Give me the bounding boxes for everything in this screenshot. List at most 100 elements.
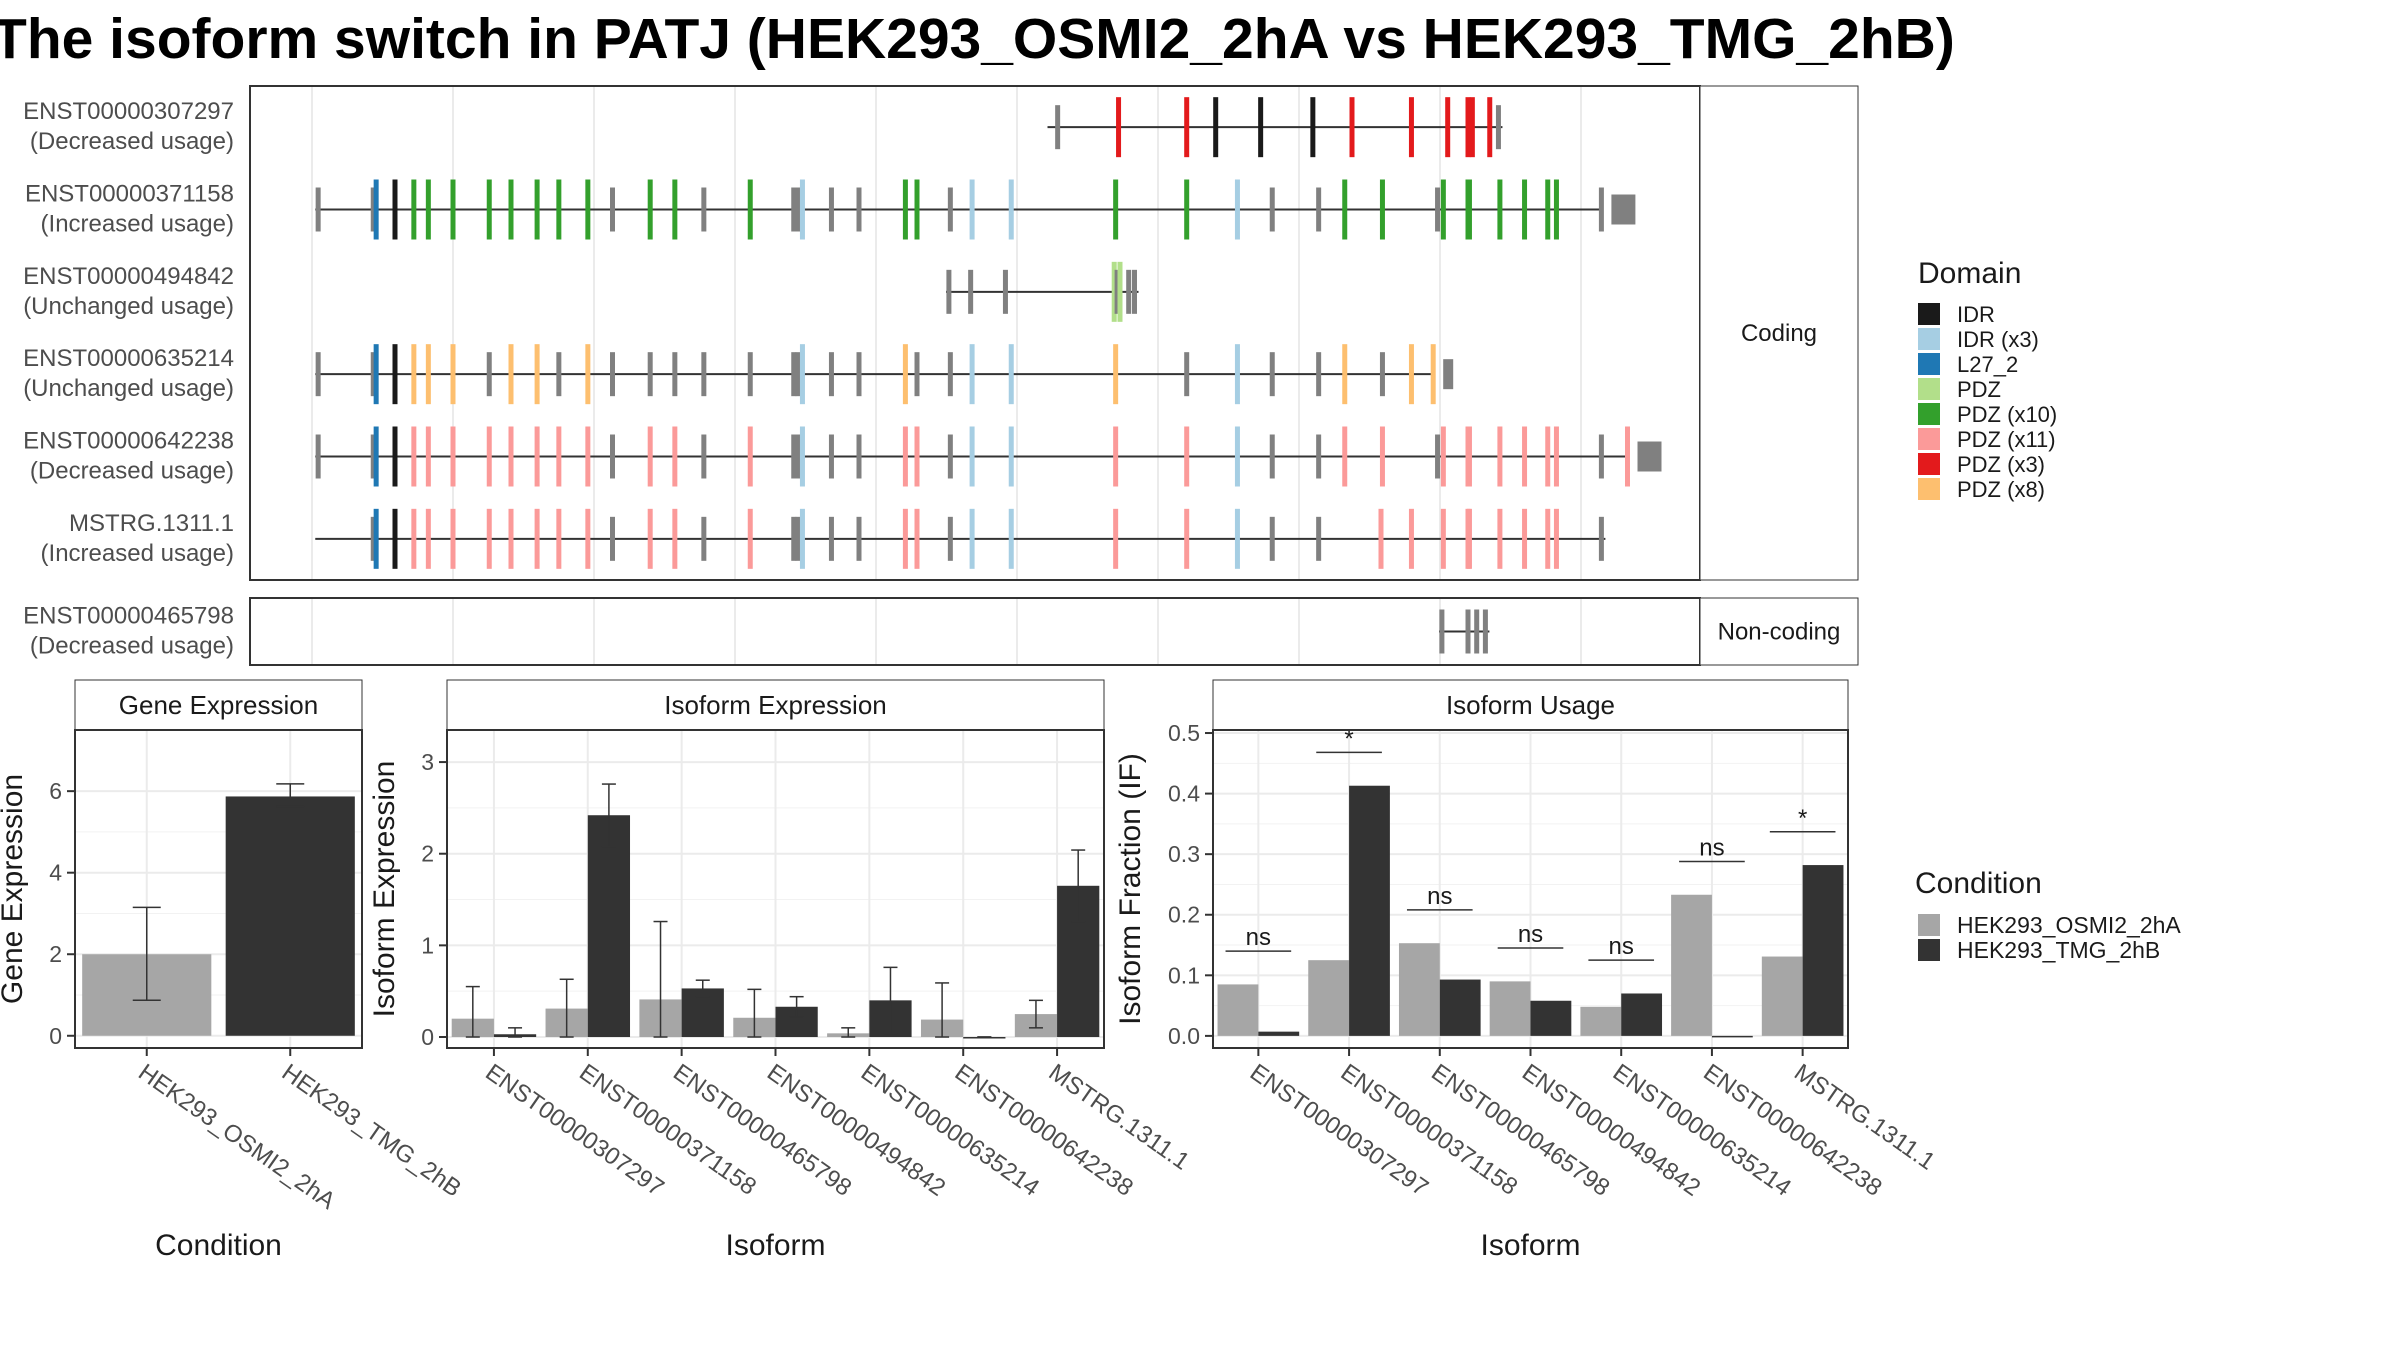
exon — [425, 179, 431, 240]
exon — [902, 344, 908, 405]
exon — [1435, 434, 1441, 479]
exon — [799, 179, 805, 240]
exon — [1113, 426, 1119, 487]
exon — [1545, 508, 1551, 569]
domain-legend-item: PDZ — [1957, 377, 2001, 402]
x-axis-title: Condition — [155, 1229, 282, 1262]
exon — [610, 352, 615, 397]
panel-strip — [74, 679, 363, 731]
y-tick-label: 0.4 — [1168, 781, 1200, 807]
exon — [1379, 426, 1385, 487]
transcript-usage-label: (Decreased usage) — [30, 128, 234, 155]
condition-legend-key-0 — [1918, 914, 1940, 936]
x-axis-title: Isoform — [1480, 1229, 1580, 1262]
exon — [828, 187, 834, 232]
exon — [1184, 426, 1190, 487]
exon — [1379, 179, 1385, 240]
exon — [508, 508, 514, 569]
exon — [795, 516, 801, 561]
exon — [1316, 516, 1322, 561]
exon — [534, 344, 540, 405]
exon — [486, 508, 492, 569]
exon — [370, 434, 376, 479]
bar — [1711, 1035, 1753, 1038]
utr-box — [1637, 441, 1662, 472]
exon — [392, 179, 398, 240]
exon — [1234, 426, 1240, 487]
exon — [1132, 269, 1137, 314]
legend-key-6 — [1918, 453, 1940, 475]
noncoding-strip — [1699, 597, 1859, 666]
exon — [1553, 426, 1559, 487]
exon — [799, 344, 805, 405]
exon — [1310, 97, 1316, 158]
coding-strip-label: Coding — [1741, 320, 1817, 347]
transcript-id-label: ENST00000465798 — [23, 603, 234, 630]
bar — [1621, 993, 1663, 1036]
y-tick-label: 0.5 — [1168, 720, 1200, 746]
legend-key-2 — [1918, 353, 1940, 375]
exon — [969, 344, 975, 405]
exon — [1114, 269, 1120, 314]
exon — [1408, 508, 1414, 569]
y-tick-label: 0.1 — [1168, 962, 1200, 988]
exon — [1408, 97, 1414, 158]
exon — [1316, 434, 1322, 479]
significance-label: ns — [1609, 933, 1634, 960]
exon — [672, 426, 678, 487]
exon — [1408, 344, 1414, 405]
legend-key-1 — [1918, 328, 1940, 350]
exon — [1126, 269, 1132, 314]
significance-label: ns — [1246, 924, 1271, 951]
exon — [1269, 187, 1275, 232]
exon — [1342, 426, 1348, 487]
bar — [1802, 865, 1844, 1036]
condition-legend-item: HEK293_OSMI2_2hA — [1957, 912, 2181, 938]
exon — [450, 508, 456, 569]
transcript-id-label: ENST00000642238 — [23, 428, 234, 455]
y-tick-label: 4 — [49, 860, 62, 886]
exon — [450, 426, 456, 487]
exon — [1598, 516, 1604, 561]
significance-label: ns — [1518, 921, 1543, 948]
exon — [1008, 508, 1014, 569]
exon — [1316, 187, 1322, 232]
exon — [1213, 97, 1219, 158]
exon — [1002, 269, 1008, 314]
exon — [411, 426, 417, 487]
exon — [1008, 179, 1014, 240]
exon — [610, 434, 615, 479]
exon — [1497, 426, 1503, 487]
exon — [1469, 97, 1475, 158]
bar — [225, 796, 355, 1036]
exon — [672, 352, 678, 397]
exon — [1598, 187, 1604, 232]
exon — [1184, 352, 1190, 397]
exon — [747, 179, 753, 240]
bar — [1398, 943, 1440, 1036]
noncoding-strip-label: Non-coding — [1718, 619, 1841, 646]
exon — [791, 434, 797, 479]
exon — [856, 352, 862, 397]
exon — [828, 434, 834, 479]
exon — [969, 508, 975, 569]
exon — [411, 508, 417, 569]
exon — [1269, 434, 1275, 479]
exon — [1465, 97, 1471, 158]
domain-legend-item: PDZ (x3) — [1957, 452, 2045, 477]
y-tick-label: 1 — [421, 932, 434, 958]
exon — [647, 179, 653, 240]
significance-label: ns — [1699, 834, 1724, 861]
exon — [1055, 105, 1061, 150]
exon — [585, 426, 591, 487]
exon — [856, 516, 862, 561]
transcript-id-label: MSTRG.1311.1 — [69, 510, 234, 537]
y-tick-label: 0.0 — [1168, 1023, 1200, 1049]
exon — [1482, 609, 1488, 654]
y-tick-label: 0.3 — [1168, 841, 1200, 867]
exon — [1465, 609, 1471, 654]
exon — [701, 187, 707, 232]
exon — [411, 344, 417, 405]
transcript-usage-label: (Decreased usage) — [30, 458, 234, 485]
exon — [610, 516, 615, 561]
